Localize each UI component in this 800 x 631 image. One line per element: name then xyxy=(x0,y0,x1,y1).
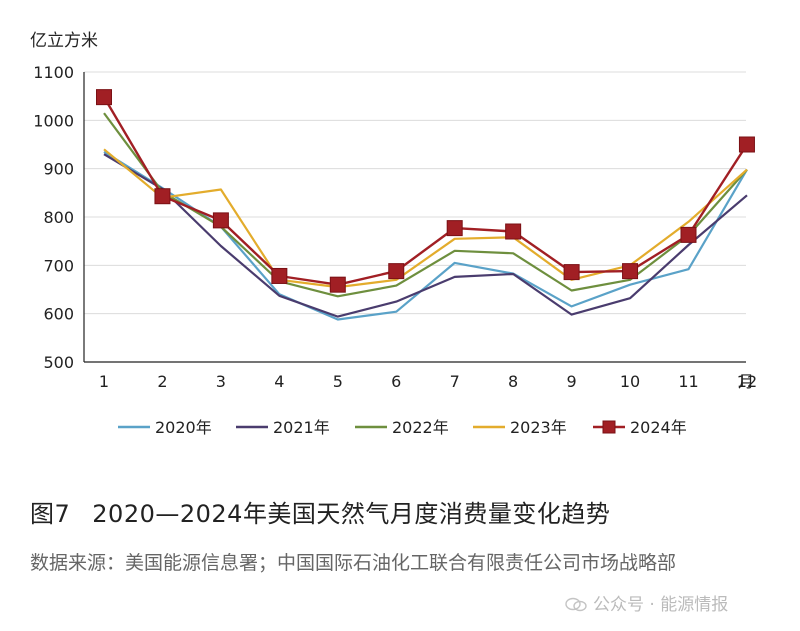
watermark-text: 公众号 · 能源情报 xyxy=(593,595,729,615)
data-point-marker xyxy=(329,276,346,293)
figure-title: 2020—2024年美国天然气月度消费量变化趋势 xyxy=(92,500,611,528)
legend-marker xyxy=(602,420,616,434)
data-point-marker xyxy=(212,212,229,229)
x-tick-label: 12 xyxy=(737,372,757,391)
legend-label: 2023年 xyxy=(510,418,567,437)
figure-number: 图7 xyxy=(30,500,71,528)
data-point-marker xyxy=(271,267,288,284)
axes xyxy=(83,72,746,363)
y-axis-unit-label: 亿立方米 xyxy=(30,31,98,51)
y-tick-label: 600 xyxy=(43,305,74,324)
data-point-marker xyxy=(154,188,171,205)
series-line xyxy=(103,112,748,298)
x-axis-unit-label: 月 xyxy=(738,372,754,391)
x-tick-label: 3 xyxy=(216,372,226,391)
y-tick-label: 800 xyxy=(43,208,74,227)
data-point-marker xyxy=(96,89,112,106)
series-line xyxy=(103,150,748,321)
legend-label: 2024年 xyxy=(630,418,687,437)
data-point-marker xyxy=(505,223,522,240)
watermark: 公众号 · 能源情报 xyxy=(565,590,728,615)
x-tick-label: 10 xyxy=(620,372,640,391)
y-tick-label: 900 xyxy=(43,160,74,179)
x-tick-label: 7 xyxy=(450,372,460,391)
y-tick-label: 700 xyxy=(43,256,74,275)
legend: 2020年 2021年 2022年 2023年 2024年 xyxy=(118,418,687,437)
y-tick-label: 500 xyxy=(43,353,74,372)
y-tick-label: 1000 xyxy=(33,111,74,130)
figure-caption: 图7 2020—2024年美国天然气月度消费量变化趋势 xyxy=(30,494,610,529)
data-point-marker xyxy=(680,226,697,243)
x-tick-label: 11 xyxy=(678,372,698,391)
data-point-marker xyxy=(446,220,463,237)
source-note: 数据来源：美国能源信息署；中国国际石油化工联合有限责任公司市场战略部 xyxy=(30,552,677,574)
data-point-marker xyxy=(738,136,755,153)
legend-label: 2020年 xyxy=(155,418,212,437)
x-tick-label: 1 xyxy=(99,372,109,391)
legend-label: 2022年 xyxy=(392,418,449,437)
series-lines xyxy=(102,96,749,321)
series-markers xyxy=(96,89,755,293)
legend-label: 2021年 xyxy=(273,418,330,437)
x-tick-label: 2 xyxy=(157,372,167,391)
y-tick-label: 1100 xyxy=(33,63,74,82)
series-line xyxy=(103,153,748,318)
x-tick-label: 8 xyxy=(508,372,518,391)
wechat-icon xyxy=(565,597,587,612)
x-tick-label: 6 xyxy=(391,372,401,391)
x-tick-label: 4 xyxy=(274,372,284,391)
grid-lines xyxy=(84,71,746,315)
data-point-marker xyxy=(388,263,405,280)
data-point-marker xyxy=(622,263,639,280)
series-line xyxy=(102,96,749,286)
x-tick-label: 5 xyxy=(333,372,343,391)
x-tick-label: 9 xyxy=(567,372,577,391)
series-line xyxy=(103,148,748,289)
data-point-marker xyxy=(563,264,580,281)
